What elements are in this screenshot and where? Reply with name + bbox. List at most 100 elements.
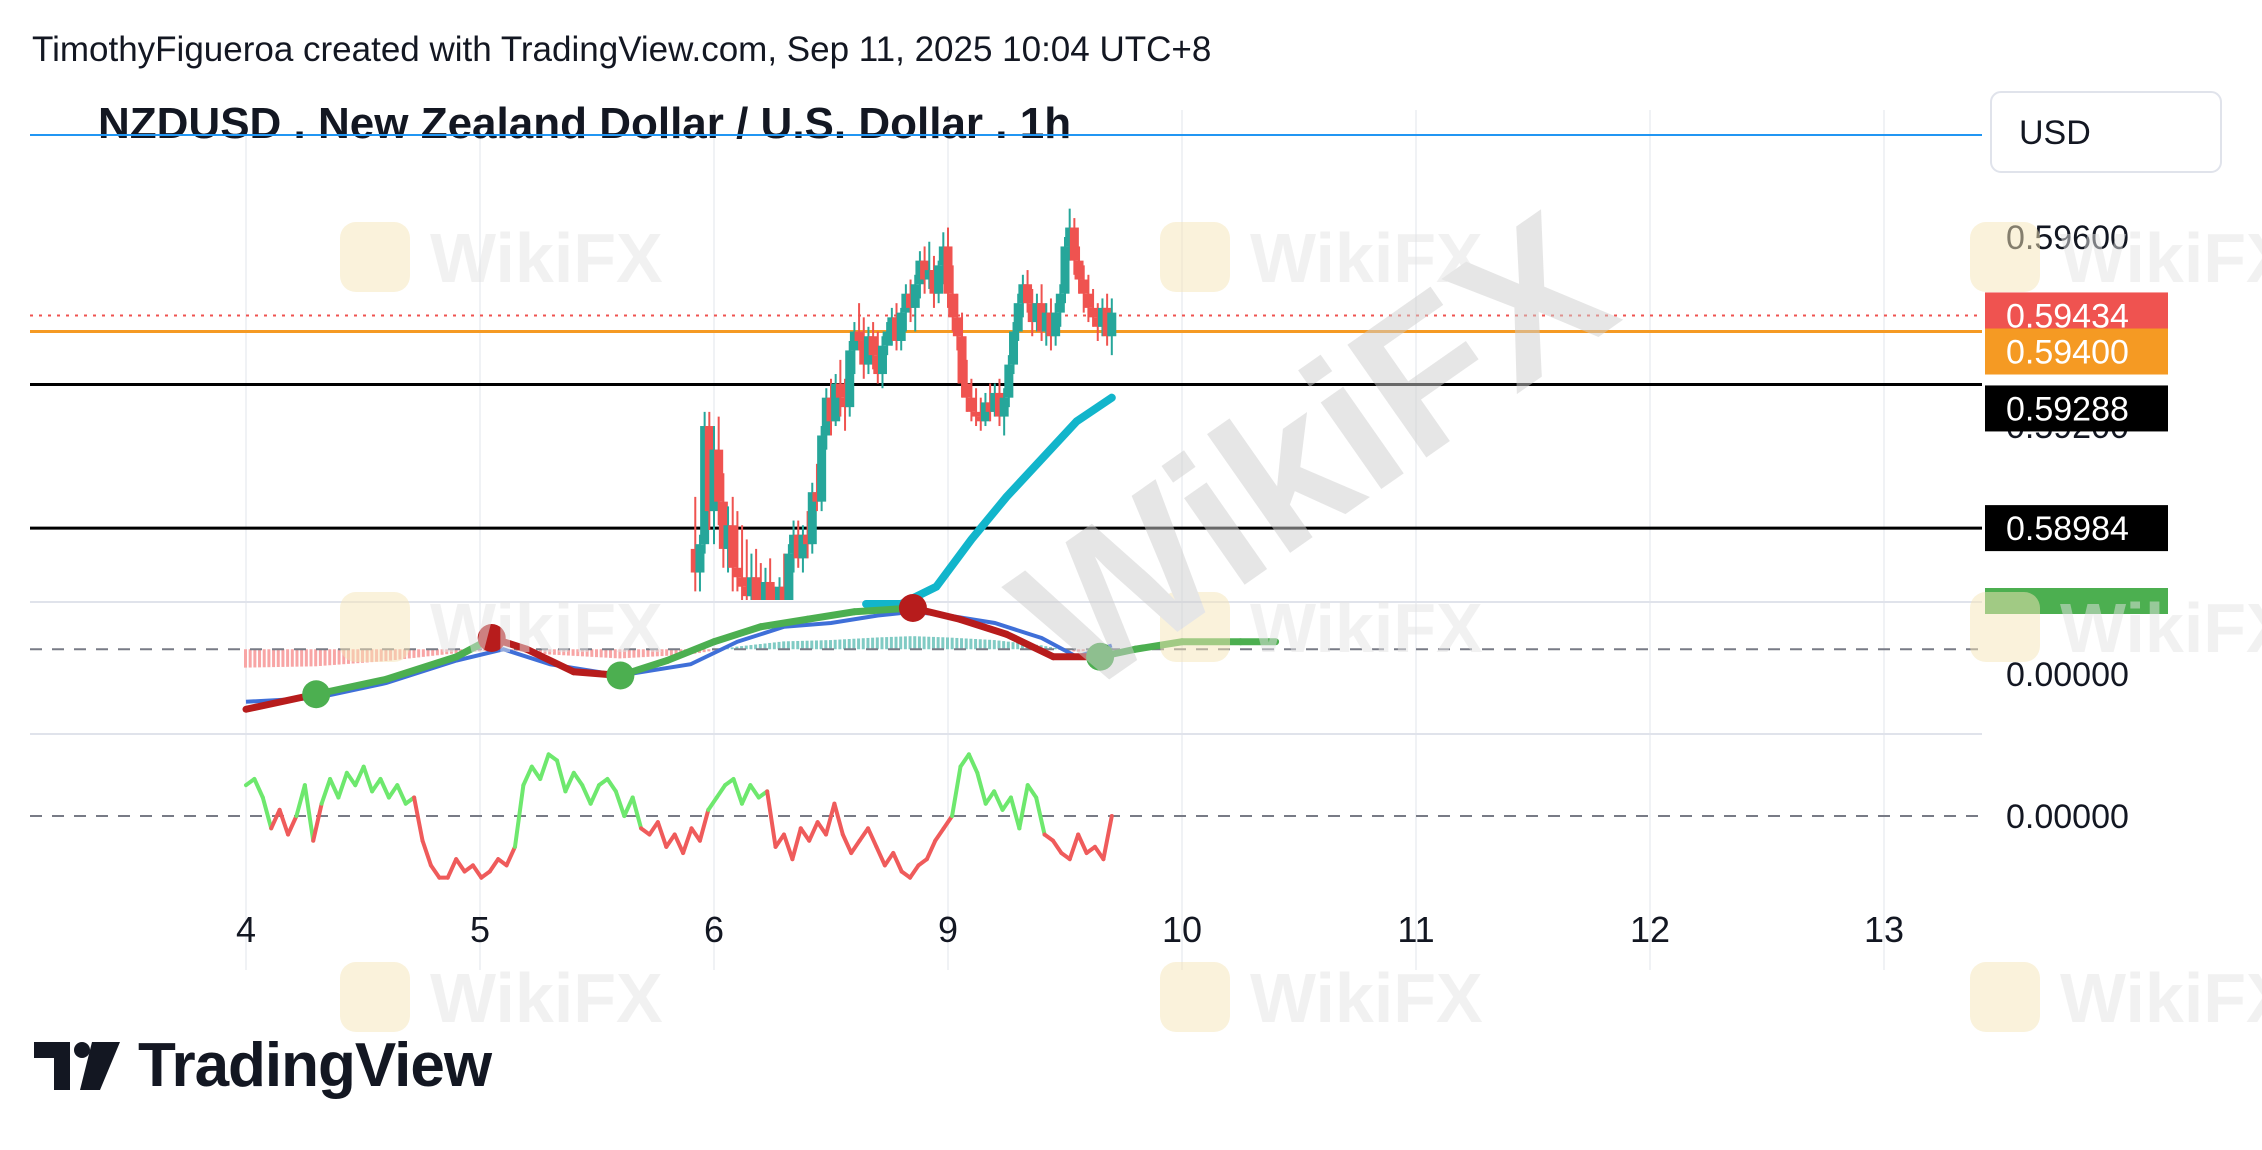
oscillator-segment (538, 752, 551, 781)
oscillator-segment (512, 783, 526, 849)
candle-body (1107, 312, 1117, 337)
signal-segment (804, 608, 858, 623)
oscillator-segment (849, 838, 862, 855)
candle-body (929, 270, 939, 294)
oscillator-segment (286, 814, 299, 837)
histogram-bar (337, 649, 341, 665)
candle-body (985, 402, 995, 412)
candle-body (746, 577, 756, 597)
histogram-bar (674, 649, 678, 656)
histogram-bar (730, 647, 734, 650)
histogram-bar (1077, 649, 1081, 652)
histogram-bar (777, 641, 781, 650)
histogram-bar (889, 636, 893, 650)
candle-body (1013, 303, 1023, 332)
histogram-bar (917, 636, 921, 650)
histogram-bar (758, 644, 762, 650)
x-tick-label: 11 (1397, 909, 1434, 950)
oscillator-segment (630, 795, 644, 831)
histogram-bar (1020, 643, 1024, 650)
histogram-bar (903, 636, 907, 650)
candle-body (882, 331, 892, 346)
oscillator-segment (739, 783, 753, 806)
candle-body (831, 383, 841, 422)
histogram-bar (847, 639, 851, 650)
watermark-text: WikiFX (2060, 589, 2262, 667)
histogram-bar (861, 638, 865, 650)
tradingview-logo[interactable]: TradingView (34, 1030, 492, 1101)
candle-body (817, 435, 827, 502)
histogram-bar (412, 649, 416, 658)
candle-body (1065, 227, 1075, 247)
oscillator-segment (975, 770, 988, 806)
watermark-badge (1970, 592, 2040, 662)
candle-body (845, 350, 855, 408)
candle-body (849, 331, 859, 351)
histogram-bar (323, 649, 327, 666)
histogram-bar (810, 640, 814, 650)
candle-body (1018, 284, 1028, 304)
histogram-bar (281, 649, 285, 667)
histogram-bar (435, 649, 439, 656)
histogram-bar (927, 636, 931, 650)
histogram-bar (749, 645, 753, 650)
candle-body (1032, 303, 1042, 323)
oscillator-segment (319, 777, 333, 806)
histogram-bar (702, 649, 706, 653)
histogram-bar (613, 649, 617, 659)
histogram-bar (669, 649, 673, 656)
histogram-bar (880, 637, 884, 650)
oscillator-segment (765, 789, 778, 849)
signal-segment (663, 638, 718, 664)
histogram-bar (618, 649, 622, 659)
candle-body (779, 586, 789, 600)
price-badge-label: 0.58984 (2006, 510, 2129, 548)
oscillator-segment (983, 789, 997, 806)
candle-body (728, 525, 738, 568)
cross-marker (898, 594, 927, 622)
candle-body (803, 534, 813, 545)
price-badge-label: 0.59400 (2006, 334, 2129, 372)
oscillator-segment (1008, 795, 1022, 831)
currency-selector[interactable]: USD (1990, 91, 2222, 173)
histogram-bar (1048, 647, 1052, 650)
oscillator-segment (252, 777, 265, 800)
oscillator-segment (344, 770, 358, 788)
candle-body (1093, 317, 1103, 327)
oscillator-segment (807, 820, 820, 843)
histogram-bar (866, 637, 870, 650)
watermark-badge (340, 962, 410, 1032)
histogram-bar (580, 649, 584, 657)
histogram-bar (791, 641, 795, 650)
price-badge (1985, 505, 2168, 552)
histogram-bar (342, 649, 346, 665)
oscillator-segment (781, 832, 795, 862)
oscillator-segment (571, 770, 585, 788)
histogram-bar (576, 649, 580, 657)
time-axis-ticks: 4 5 6 9 10 11 12 13 (236, 909, 1904, 950)
histogram-bar (604, 649, 608, 658)
histogram-bar (253, 649, 257, 668)
histogram-bar (829, 640, 832, 650)
histogram-bar (1053, 647, 1057, 650)
oscillator-segment (622, 795, 635, 818)
macd-histogram (244, 636, 1113, 668)
histogram-bar (992, 640, 996, 650)
watermark-badge (1160, 962, 1230, 1032)
histogram-bar (782, 641, 786, 650)
oscillator-segment (1076, 832, 1089, 855)
oscillator-segment (697, 807, 711, 843)
cross-marker (606, 661, 635, 690)
oscillator-segment (866, 826, 879, 849)
oscillator-segment (681, 826, 694, 855)
candle-body (709, 449, 719, 512)
histogram-bar (852, 638, 856, 650)
histogram-bar (552, 649, 556, 655)
candle-body (971, 411, 981, 417)
candle-body (1041, 312, 1051, 332)
oscillator-segment (454, 857, 467, 874)
candle-body (742, 586, 752, 597)
candle-body (892, 317, 902, 341)
candle-body (938, 246, 948, 266)
